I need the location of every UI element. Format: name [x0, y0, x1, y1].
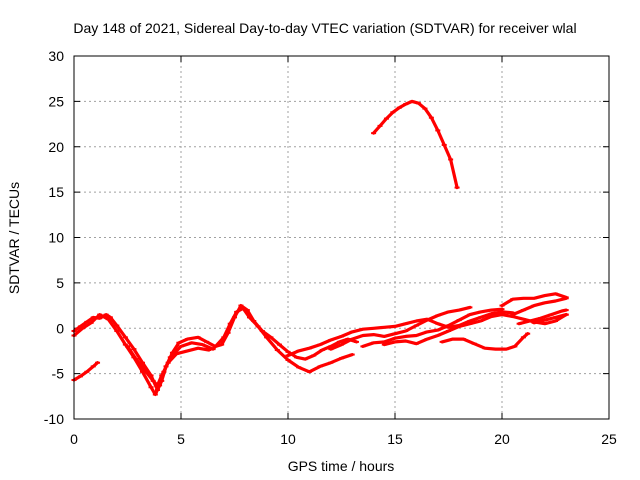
series-arc-2 [71, 304, 359, 392]
series-arc-12 [510, 296, 569, 317]
series-line [440, 332, 530, 351]
x-tick-label: 25 [601, 431, 617, 447]
y-tick-label: -10 [44, 411, 64, 427]
y-tick-label: -5 [52, 366, 65, 382]
data-series [71, 99, 569, 397]
series-arc-14 [531, 313, 569, 325]
y-tick-label: 25 [48, 93, 64, 109]
x-tick-label: 20 [494, 431, 510, 447]
x-tick-label: 0 [70, 431, 78, 447]
y-tick-labels: -10 -5 0 5 10 15 20 25 30 [44, 48, 64, 427]
y-axis-label: SDTVAR / TECUs [6, 182, 22, 294]
y-tick-label: 30 [48, 48, 64, 64]
series-line [72, 306, 354, 397]
series-line [372, 99, 459, 190]
x-tick-label: 10 [280, 431, 296, 447]
series-arc-7 [328, 305, 473, 351]
series-arc-5 [371, 99, 460, 190]
series-line [125, 344, 211, 387]
chart-title: Day 148 of 2021, Sidereal Day-to-day VTE… [73, 20, 576, 36]
series-arc-3 [71, 306, 355, 397]
x-axis-label: GPS time / hours [288, 458, 395, 474]
plot-frame [73, 55, 610, 420]
series-arc-8 [360, 307, 505, 348]
series-arc-10 [439, 332, 531, 351]
series-arc-1 [71, 361, 101, 382]
x-tick-label: 5 [177, 431, 185, 447]
grid-lines [74, 56, 609, 419]
y-tick-label: 0 [56, 320, 64, 336]
series-arc-6 [285, 310, 516, 358]
x-tick-label: 15 [387, 431, 403, 447]
y-tick-label: 5 [56, 275, 64, 291]
series-arc-13 [516, 308, 569, 326]
x-tick-labels: 0 5 10 15 20 25 [70, 431, 617, 447]
series-line [532, 313, 568, 325]
series-arc-4 [125, 344, 212, 387]
y-tick-label: 15 [48, 184, 64, 200]
y-tick-label: 10 [48, 230, 64, 246]
y-tick-label: 20 [48, 139, 64, 155]
series-line [286, 310, 515, 358]
